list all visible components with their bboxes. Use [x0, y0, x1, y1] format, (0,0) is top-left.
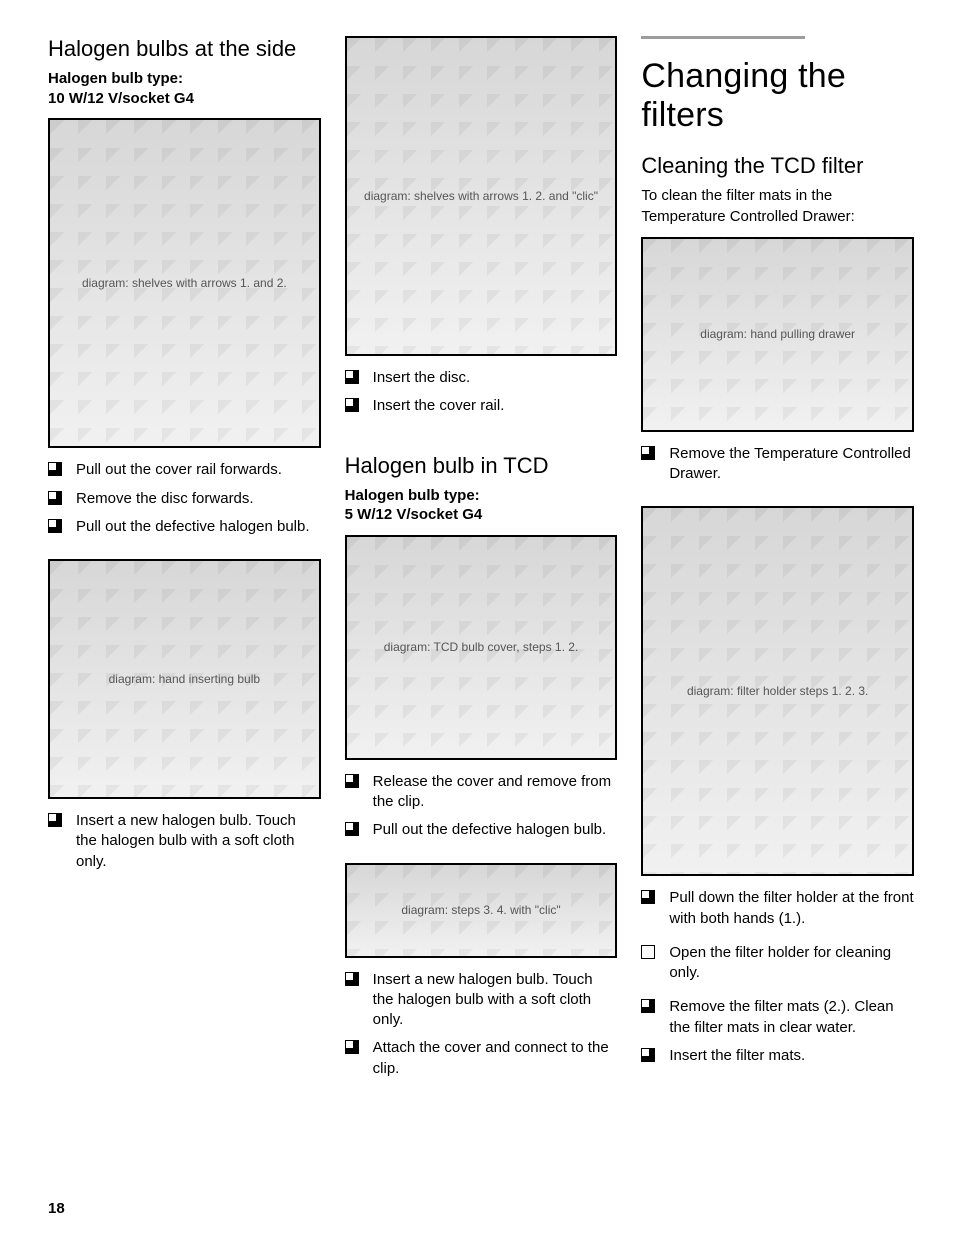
figure-alt: diagram: hand pulling drawer: [700, 327, 855, 341]
column-1: Halogen bulbs at the side Halogen bulb t…: [48, 36, 321, 1101]
figure-alt: diagram: shelves with arrows 1. and 2.: [82, 276, 287, 290]
figure-side-bulb-reassemble: diagram: shelves with arrows 1. 2. and "…: [345, 36, 618, 356]
step-text: Insert a new halogen bulb. Touch the hal…: [373, 970, 618, 1031]
steps-filter-2: Remove the filter mats (2.). Clean the f…: [641, 997, 914, 1074]
intro-text: To clean the filter mats in the Temperat…: [641, 186, 914, 227]
figure-filter-holder: diagram: filter holder steps 1. 2. 3.: [641, 506, 914, 876]
heading-halogen-side: Halogen bulbs at the side: [48, 36, 321, 61]
bullet-icon: [48, 491, 62, 505]
bullet-icon: [345, 822, 359, 836]
figure-tcd-bulb-remove: diagram: TCD bulb cover, steps 1. 2.: [345, 535, 618, 760]
figure-alt: diagram: hand inserting bulb: [109, 672, 260, 686]
section-rule: [641, 36, 805, 39]
step-text: Insert the filter mats.: [669, 1046, 805, 1066]
bullet-icon: [345, 1040, 359, 1054]
note-text: Open the filter holder for cleaning only…: [669, 943, 914, 984]
bullet-icon: [345, 370, 359, 384]
steps-side-reassemble: Insert the disc. Insert the cover rail.: [345, 368, 618, 425]
figure-alt: diagram: shelves with arrows 1. 2. and "…: [364, 189, 598, 203]
heading-halogen-tcd: Halogen bulb in TCD: [345, 453, 618, 478]
column-2: diagram: shelves with arrows 1. 2. and "…: [345, 36, 618, 1101]
bullet-icon: [345, 972, 359, 986]
figure-remove-drawer: diagram: hand pulling drawer: [641, 237, 914, 432]
figure-alt: diagram: filter holder steps 1. 2. 3.: [687, 684, 868, 698]
bullet-icon: [641, 446, 655, 460]
bullet-icon: [641, 890, 655, 904]
bullet-icon: [641, 1048, 655, 1062]
steps-tcd-remove: Release the cover and remove from the cl…: [345, 772, 618, 849]
title-changing-filters: Changing the filters: [641, 57, 914, 135]
bullet-icon: [345, 398, 359, 412]
step-text: Insert a new halogen bulb. Touch the hal…: [76, 811, 321, 872]
page-number: 18: [48, 1200, 65, 1217]
step-text: Pull out the defective halogen bulb.: [373, 820, 607, 840]
manual-page: Halogen bulbs at the side Halogen bulb t…: [0, 0, 954, 1141]
figure-side-bulb-insert: diagram: hand inserting bulb: [48, 559, 321, 799]
steps-filter-1: Pull down the filter holder at the front…: [641, 888, 914, 937]
step-text: Attach the cover and connect to the clip…: [373, 1038, 618, 1079]
step-text: Pull out the cover rail forwards.: [76, 460, 282, 480]
step-text: Pull out the defective halogen bulb.: [76, 517, 310, 537]
heading-clean-tcd-filter: Cleaning the TCD filter: [641, 153, 914, 178]
step-text: Release the cover and remove from the cl…: [373, 772, 618, 813]
step-text: Remove the filter mats (2.). Clean the f…: [669, 997, 914, 1038]
step-text: Pull down the filter holder at the front…: [669, 888, 914, 929]
steps-remove-drawer: Remove the Temperature Controlled Drawer…: [641, 444, 914, 493]
bullet-icon: [345, 774, 359, 788]
steps-tcd-insert: Insert a new halogen bulb. Touch the hal…: [345, 970, 618, 1087]
step-text: Remove the disc forwards.: [76, 489, 254, 509]
note-icon: [641, 945, 655, 959]
bulb-type-tcd: Halogen bulb type: 5 W/12 V/socket G4: [345, 486, 618, 525]
step-text: Remove the Temperature Controlled Drawer…: [669, 444, 914, 485]
figure-tcd-bulb-insert: diagram: steps 3. 4. with "clic": [345, 863, 618, 958]
steps-side-insert: Insert a new halogen bulb. Touch the hal…: [48, 811, 321, 880]
figure-side-bulb-remove: diagram: shelves with arrows 1. and 2.: [48, 118, 321, 448]
note-open-holder: Open the filter holder for cleaning only…: [641, 943, 914, 992]
bullet-icon: [641, 999, 655, 1013]
column-3: Changing the filters Cleaning the TCD fi…: [641, 36, 914, 1101]
step-text: Insert the disc.: [373, 368, 471, 388]
steps-side-remove: Pull out the cover rail forwards. Remove…: [48, 460, 321, 545]
figure-alt: diagram: steps 3. 4. with "clic": [401, 903, 560, 917]
bullet-icon: [48, 462, 62, 476]
bulb-type-side: Halogen bulb type: 10 W/12 V/socket G4: [48, 69, 321, 108]
bullet-icon: [48, 813, 62, 827]
bullet-icon: [48, 519, 62, 533]
step-text: Insert the cover rail.: [373, 396, 505, 416]
figure-alt: diagram: TCD bulb cover, steps 1. 2.: [384, 640, 579, 654]
